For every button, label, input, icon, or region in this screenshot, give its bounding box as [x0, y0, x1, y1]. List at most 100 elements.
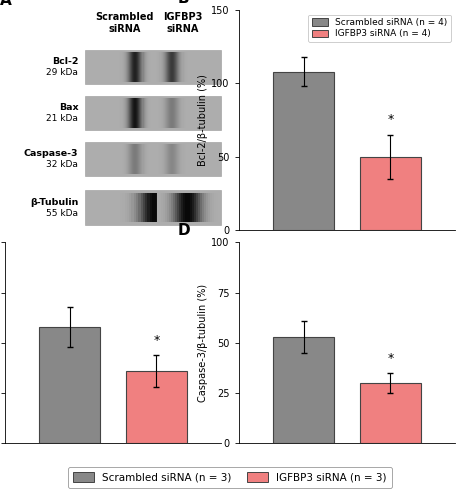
Bar — [165, 192, 168, 222]
Bar — [122, 192, 124, 222]
Bar — [176, 52, 177, 82]
Bar — [142, 192, 145, 222]
Bar — [214, 192, 216, 222]
Bar — [119, 98, 120, 128]
Bar — [142, 144, 143, 174]
Bar — [186, 144, 187, 174]
Bar — [128, 144, 129, 174]
Bar — [123, 98, 124, 128]
Text: IGFBP3
siRNA: IGFBP3 siRNA — [162, 12, 202, 34]
Bar — [158, 192, 161, 222]
Bar — [164, 98, 165, 128]
Bar — [169, 144, 171, 174]
Bar — [150, 144, 151, 174]
Bar — [156, 144, 157, 174]
Y-axis label: Caspase-3/β-tubulin (%): Caspase-3/β-tubulin (%) — [198, 284, 208, 402]
Text: B: B — [178, 0, 189, 6]
Bar — [173, 98, 174, 128]
Bar — [139, 98, 140, 128]
Bar — [359, 156, 420, 230]
Text: Bax: Bax — [59, 103, 78, 112]
Bar — [122, 144, 123, 174]
Bar — [161, 98, 162, 128]
Bar — [157, 192, 158, 222]
Bar — [167, 144, 168, 174]
Bar — [185, 192, 187, 222]
Bar — [168, 192, 170, 222]
Bar — [179, 192, 181, 222]
Bar — [146, 144, 147, 174]
Bar — [163, 144, 164, 174]
Bar — [174, 52, 175, 82]
Bar — [179, 192, 181, 222]
Bar — [141, 98, 142, 128]
Bar — [189, 192, 191, 222]
Bar — [125, 52, 127, 82]
Bar — [140, 192, 142, 222]
Bar — [120, 192, 122, 222]
Bar — [132, 144, 133, 174]
Bar — [84, 96, 221, 130]
Bar — [148, 144, 150, 174]
Bar — [131, 52, 132, 82]
Bar — [123, 52, 124, 82]
Bar — [161, 192, 162, 222]
Bar — [132, 52, 133, 82]
Text: Caspase-3: Caspase-3 — [24, 149, 78, 158]
Bar — [203, 192, 206, 222]
Bar — [185, 144, 186, 174]
Bar — [185, 192, 188, 222]
Bar — [135, 144, 136, 174]
Bar — [158, 52, 159, 82]
Bar — [129, 98, 131, 128]
Bar — [186, 98, 187, 128]
Bar — [143, 52, 144, 82]
Y-axis label: Bcl-2/β-tubulin (%): Bcl-2/β-tubulin (%) — [198, 74, 208, 166]
Bar — [184, 144, 185, 174]
Bar — [122, 52, 123, 82]
Bar — [184, 192, 185, 222]
Bar — [179, 98, 180, 128]
Bar — [134, 98, 135, 128]
Text: 55 kDa: 55 kDa — [46, 208, 78, 218]
Bar — [147, 98, 148, 128]
Bar — [156, 192, 158, 222]
Bar — [161, 192, 163, 222]
Bar — [165, 192, 167, 222]
Text: Bcl-2: Bcl-2 — [52, 56, 78, 66]
Bar — [121, 52, 122, 82]
Bar — [162, 192, 165, 222]
Bar — [172, 52, 173, 82]
Bar — [193, 192, 195, 222]
Bar — [273, 336, 333, 442]
Bar — [171, 98, 172, 128]
Bar — [164, 52, 165, 82]
Bar — [124, 98, 125, 128]
Bar — [158, 192, 161, 222]
Bar — [135, 98, 136, 128]
Bar — [140, 144, 141, 174]
Bar — [150, 98, 151, 128]
Bar — [167, 192, 169, 222]
Text: A: A — [0, 0, 12, 8]
Bar — [149, 192, 151, 222]
Bar — [207, 192, 210, 222]
Bar — [187, 192, 189, 222]
Bar — [359, 382, 420, 442]
Bar — [133, 52, 134, 82]
Bar — [180, 98, 181, 128]
Legend: Scrambled siRNA (n = 3), IGFBP3 siRNA (n = 3): Scrambled siRNA (n = 3), IGFBP3 siRNA (n… — [68, 467, 391, 488]
Bar — [165, 52, 167, 82]
Bar — [129, 192, 131, 222]
Bar — [181, 144, 182, 174]
Bar — [175, 144, 176, 174]
Bar — [183, 192, 185, 222]
Bar — [180, 52, 181, 82]
Bar — [157, 98, 158, 128]
Bar — [139, 144, 140, 174]
Bar — [162, 98, 163, 128]
Bar — [182, 52, 183, 82]
Bar — [175, 98, 176, 128]
Bar — [122, 98, 123, 128]
Bar — [120, 52, 121, 82]
